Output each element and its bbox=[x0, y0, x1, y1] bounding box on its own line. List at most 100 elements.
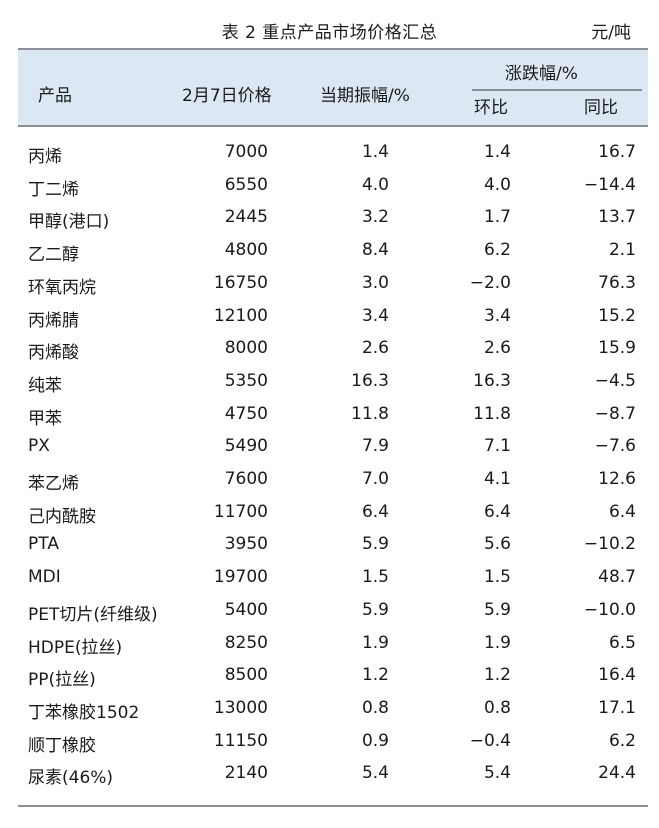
amplitude-cell: 7.9 bbox=[361, 436, 389, 457]
amplitude-cell: 6.4 bbox=[361, 501, 389, 522]
table-row: 甲苯 4750 11.8 11.8 −8.7 bbox=[18, 404, 648, 437]
yoy-cell: 76.3 bbox=[598, 272, 636, 293]
product-name-cell: PX bbox=[28, 436, 50, 457]
mom-cell: 7.1 bbox=[483, 436, 511, 457]
mom-cell: 0.8 bbox=[483, 697, 511, 718]
product-name-cell: 甲醇(港口) bbox=[28, 212, 110, 233]
yoy-cell: −10.2 bbox=[583, 534, 636, 555]
header-sub-rule bbox=[472, 89, 642, 91]
yoy-cell: −8.7 bbox=[594, 403, 636, 424]
product-name-cell: 尿素(46%) bbox=[28, 768, 114, 789]
yoy-cell: 6.2 bbox=[608, 730, 636, 751]
mom-cell: 3.4 bbox=[483, 305, 511, 326]
mom-cell: −2.0 bbox=[469, 272, 511, 293]
amplitude-cell: 2.6 bbox=[361, 338, 389, 359]
amplitude-cell: 3.4 bbox=[361, 305, 389, 326]
mom-cell: 1.4 bbox=[483, 142, 511, 162]
table-row: 环氧丙烷 16750 3.0 −2.0 76.3 bbox=[18, 273, 648, 306]
mom-cell: −0.4 bbox=[469, 730, 511, 751]
price-cell: 13000 bbox=[213, 697, 268, 718]
product-name-cell: PP(拉丝) bbox=[28, 670, 96, 691]
product-name-cell: 己内酰胺 bbox=[28, 506, 96, 527]
product-name-cell: 丙烯 bbox=[28, 147, 62, 167]
yoy-cell: 17.1 bbox=[598, 697, 636, 718]
price-cell: 2445 bbox=[224, 207, 268, 228]
table-row: 丁二烯 6550 4.0 4.0 −14.4 bbox=[18, 175, 648, 208]
yoy-cell: −14.4 bbox=[583, 174, 636, 195]
amplitude-cell: 1.5 bbox=[361, 567, 389, 588]
amplitude-cell: 3.2 bbox=[361, 207, 389, 228]
amplitude-cell: 8.4 bbox=[361, 240, 389, 261]
header-amplitude: 当期振幅/% bbox=[320, 86, 410, 106]
product-name-cell: 丙烯腈 bbox=[28, 310, 79, 331]
product-name-cell: 丙烯酸 bbox=[28, 343, 79, 364]
header-change: 涨跌幅/% bbox=[505, 64, 578, 84]
price-cell: 7600 bbox=[224, 469, 268, 489]
mom-cell: 6.2 bbox=[483, 240, 511, 261]
amplitude-cell: 5.9 bbox=[361, 534, 389, 555]
header-rule bbox=[18, 125, 648, 127]
price-cell: 12100 bbox=[213, 305, 268, 326]
price-cell: 16750 bbox=[213, 272, 268, 293]
amplitude-cell: 1.4 bbox=[361, 142, 389, 162]
amplitude-cell: 4.0 bbox=[361, 174, 389, 195]
table-row: PP(拉丝) 8500 1.2 1.2 16.4 bbox=[18, 665, 648, 698]
amplitude-cell: 3.0 bbox=[361, 272, 389, 293]
amplitude-cell: 0.9 bbox=[361, 730, 389, 751]
amplitude-cell: 5.9 bbox=[361, 599, 389, 620]
header-product: 产品 bbox=[38, 86, 72, 106]
amplitude-cell: 5.4 bbox=[361, 763, 389, 784]
product-name-cell: HDPE(拉丝) bbox=[28, 637, 123, 658]
price-cell: 6550 bbox=[224, 174, 268, 195]
table-row: 丙烯腈 12100 3.4 3.4 15.2 bbox=[18, 306, 648, 339]
table-row: 顺丁橡胶 11150 0.9 −0.4 6.2 bbox=[18, 731, 648, 764]
amplitude-cell: 11.8 bbox=[351, 403, 389, 424]
price-cell: 8250 bbox=[224, 632, 268, 653]
table-row: PX 5490 7.9 7.1 −7.6 bbox=[18, 436, 648, 469]
price-cell: 5350 bbox=[224, 370, 268, 391]
price-cell: 8000 bbox=[224, 338, 268, 359]
yoy-cell: −4.5 bbox=[594, 370, 636, 391]
yoy-cell: 48.7 bbox=[598, 567, 636, 588]
mom-cell: 11.8 bbox=[473, 403, 511, 424]
table-row: HDPE(拉丝) 8250 1.9 1.9 6.5 bbox=[18, 633, 648, 666]
mom-cell: 1.9 bbox=[483, 632, 511, 653]
price-cell: 2140 bbox=[224, 763, 268, 784]
header-price: 2月7日价格 bbox=[182, 86, 272, 106]
yoy-cell: 24.4 bbox=[598, 763, 636, 784]
table-row: 丁苯橡胶1502 13000 0.8 0.8 17.1 bbox=[18, 698, 648, 731]
product-name-cell: 丁苯橡胶1502 bbox=[28, 702, 140, 723]
mom-cell: 1.5 bbox=[483, 567, 511, 588]
mom-cell: 4.1 bbox=[483, 469, 511, 489]
header-yoy: 同比 bbox=[584, 98, 618, 118]
table-row: PTA 3950 5.9 5.6 −10.2 bbox=[18, 534, 648, 567]
product-name-cell: 乙二醇 bbox=[28, 245, 79, 266]
product-name-cell: 环氧丙烷 bbox=[28, 277, 96, 298]
mom-cell: 4.0 bbox=[483, 174, 511, 195]
table-row: 己内酰胺 11700 6.4 6.4 6.4 bbox=[18, 502, 648, 535]
amplitude-cell: 7.0 bbox=[361, 469, 389, 489]
yoy-cell: −7.6 bbox=[594, 436, 636, 457]
product-name-cell: PTA bbox=[28, 534, 59, 555]
mom-cell: 6.4 bbox=[483, 501, 511, 522]
table-row: 苯乙烯 7600 7.0 4.1 12.6 bbox=[18, 469, 648, 502]
price-cell: 5400 bbox=[224, 599, 268, 620]
product-name-cell: PET切片(纤维级) bbox=[28, 604, 158, 625]
product-name-cell: 甲苯 bbox=[28, 408, 62, 429]
price-cell: 8500 bbox=[224, 665, 268, 686]
yoy-cell: 13.7 bbox=[598, 207, 636, 228]
table-row: 丙烯酸 8000 2.6 2.6 15.9 bbox=[18, 338, 648, 371]
price-cell: 4800 bbox=[224, 240, 268, 261]
table-row: MDI 19700 1.5 1.5 48.7 bbox=[18, 567, 648, 600]
table-row: 尿素(46%) 2140 5.4 5.4 24.4 bbox=[18, 763, 648, 796]
table-row: 甲醇(港口) 2445 3.2 1.7 13.7 bbox=[18, 207, 648, 240]
table-header: 产品 2月7日价格 当期振幅/% 涨跌幅/% 环比 同比 bbox=[18, 50, 648, 125]
amplitude-cell: 0.8 bbox=[361, 697, 389, 718]
product-name-cell: 苯乙烯 bbox=[28, 474, 79, 494]
mom-cell: 5.9 bbox=[483, 599, 511, 620]
mom-cell: 2.6 bbox=[483, 338, 511, 359]
mom-cell: 5.4 bbox=[483, 763, 511, 784]
yoy-cell: 12.6 bbox=[598, 469, 636, 489]
product-name-cell: 丁二烯 bbox=[28, 179, 79, 200]
price-cell: 11150 bbox=[213, 730, 268, 751]
